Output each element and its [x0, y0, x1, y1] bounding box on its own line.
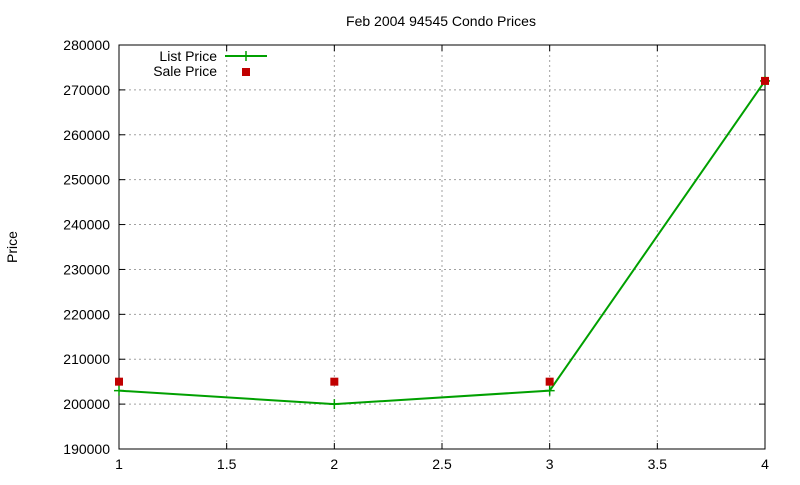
data-series [114, 75, 770, 410]
y-tick-label: 210000 [63, 351, 110, 367]
x-axis-ticks: 1 1.5 2 2.5 3 3.5 4 [115, 45, 769, 472]
legend: List Price Sale Price [153, 48, 267, 79]
sale-price-point [330, 377, 339, 386]
y-tick-label: 240000 [63, 217, 110, 233]
x-tick-label: 2.5 [432, 456, 452, 472]
legend-label-sale-price: Sale Price [153, 63, 217, 79]
y-tick-label: 190000 [63, 441, 110, 457]
x-tick-label: 1.5 [217, 456, 237, 472]
y-tick-label: 200000 [63, 396, 110, 412]
x-tick-label: 2 [330, 456, 338, 472]
x-tick-label: 3 [546, 456, 554, 472]
x-tick-label: 1 [115, 456, 123, 472]
y-tick-label: 260000 [63, 127, 110, 143]
grid-lines [119, 45, 765, 449]
y-tick-label: 280000 [63, 37, 110, 53]
y-tick-label: 230000 [63, 261, 110, 277]
sale-price-point [545, 377, 554, 386]
sale-price-point [115, 377, 123, 386]
list-price-line [118, 80, 766, 406]
y-tick-label: 220000 [63, 306, 110, 322]
legend-marker-sale-price [242, 68, 250, 76]
chart-title: Feb 2004 94545 Condo Prices [346, 13, 536, 29]
y-tick-label: 270000 [63, 82, 110, 98]
legend-label-list-price: List Price [159, 48, 217, 64]
x-tick-label: 4 [761, 456, 769, 472]
y-axis-label: Price [4, 231, 20, 263]
y-axis-ticks: 190000 200000 210000 220000 230000 240000 2500… [63, 37, 765, 457]
sale-price-point [761, 76, 769, 85]
y-tick-label: 250000 [63, 172, 110, 188]
x-tick-label: 3.5 [648, 456, 668, 472]
